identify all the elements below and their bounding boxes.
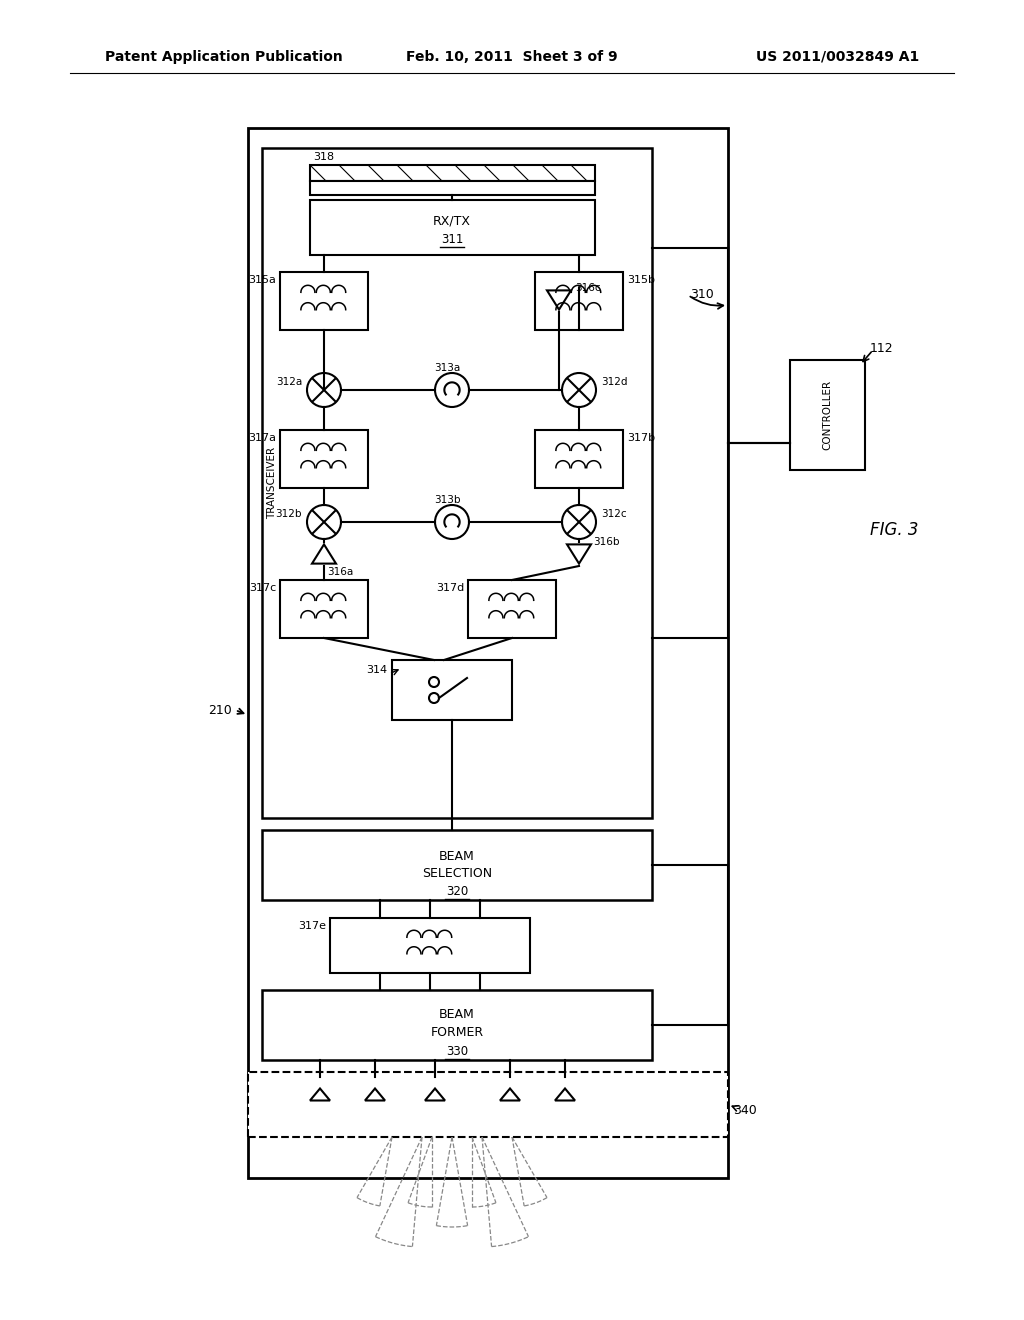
- Text: 312c: 312c: [601, 510, 627, 519]
- Text: 312b: 312b: [275, 510, 302, 519]
- Bar: [535, 272, 623, 330]
- Text: 320: 320: [445, 886, 468, 898]
- Bar: [330, 917, 530, 973]
- Text: 317b: 317b: [627, 433, 655, 444]
- Text: CONTROLLER: CONTROLLER: [822, 380, 831, 450]
- Text: 315b: 315b: [627, 275, 655, 285]
- Text: 313b: 313b: [434, 495, 460, 506]
- Text: 340: 340: [733, 1105, 757, 1118]
- Text: 312d: 312d: [601, 378, 628, 387]
- Bar: [310, 165, 595, 181]
- Bar: [468, 579, 556, 638]
- Text: FORMER: FORMER: [430, 1026, 483, 1039]
- Text: 316c: 316c: [575, 282, 601, 293]
- Text: 317a: 317a: [248, 433, 276, 444]
- Text: 315a: 315a: [248, 275, 276, 285]
- Bar: [535, 430, 623, 488]
- Text: 312a: 312a: [275, 378, 302, 387]
- Bar: [790, 360, 865, 470]
- Bar: [262, 148, 652, 818]
- Text: 311: 311: [440, 234, 463, 246]
- Bar: [248, 1072, 728, 1137]
- Text: 318: 318: [313, 152, 334, 162]
- Text: BEAM: BEAM: [439, 850, 475, 863]
- Text: 317c: 317c: [249, 583, 276, 593]
- Bar: [248, 128, 728, 1177]
- Text: 317e: 317e: [298, 921, 326, 931]
- Bar: [262, 830, 652, 900]
- Text: 330: 330: [445, 1045, 468, 1059]
- Text: Patent Application Publication: Patent Application Publication: [105, 50, 343, 63]
- Bar: [262, 990, 652, 1060]
- Text: US 2011/0032849 A1: US 2011/0032849 A1: [756, 50, 919, 63]
- Bar: [280, 272, 368, 330]
- Text: 310: 310: [690, 289, 714, 301]
- Text: 112: 112: [870, 342, 894, 355]
- Bar: [280, 430, 368, 488]
- Bar: [310, 201, 595, 255]
- Text: RX/TX: RX/TX: [433, 214, 471, 227]
- Text: FIG. 3: FIG. 3: [870, 521, 919, 539]
- Bar: [280, 579, 368, 638]
- Text: 210: 210: [208, 704, 232, 717]
- Text: BEAM: BEAM: [439, 1008, 475, 1020]
- Bar: [310, 181, 595, 195]
- Text: TRANSCEIVER: TRANSCEIVER: [267, 447, 278, 519]
- Text: 316a: 316a: [327, 568, 353, 577]
- Text: Feb. 10, 2011  Sheet 3 of 9: Feb. 10, 2011 Sheet 3 of 9: [407, 50, 617, 63]
- Text: SELECTION: SELECTION: [422, 867, 493, 880]
- Text: 314: 314: [366, 665, 387, 675]
- Text: 317d: 317d: [436, 583, 464, 593]
- Bar: [392, 660, 512, 719]
- Text: 313a: 313a: [434, 363, 460, 374]
- Text: 316b: 316b: [593, 537, 620, 546]
